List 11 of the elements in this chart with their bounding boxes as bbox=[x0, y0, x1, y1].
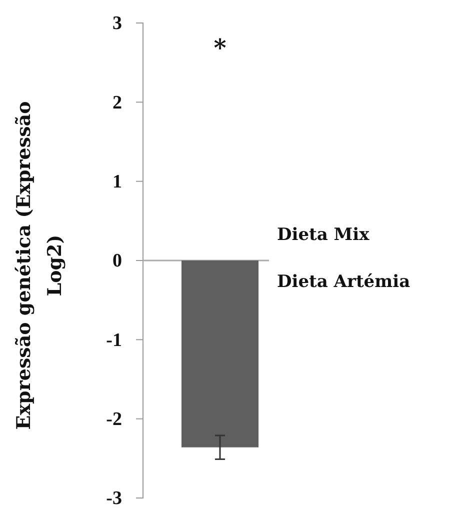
text: Dieta Artémia bbox=[277, 272, 410, 292]
y-axis-title: Expressão genética (Expressão Log2) bbox=[13, 101, 66, 430]
y-tick-label: 2 bbox=[112, 92, 122, 114]
y-tick-label: -2 bbox=[106, 408, 122, 430]
y-tick-label: -3 bbox=[106, 488, 122, 510]
y-tick-label: -1 bbox=[106, 330, 122, 351]
text: Dieta Mix bbox=[277, 225, 370, 245]
y-tick-label: 3 bbox=[112, 13, 122, 34]
y-tick-label: 0 bbox=[112, 250, 122, 272]
y-tick-label: 1 bbox=[112, 171, 122, 192]
annotation: * bbox=[214, 33, 227, 62]
